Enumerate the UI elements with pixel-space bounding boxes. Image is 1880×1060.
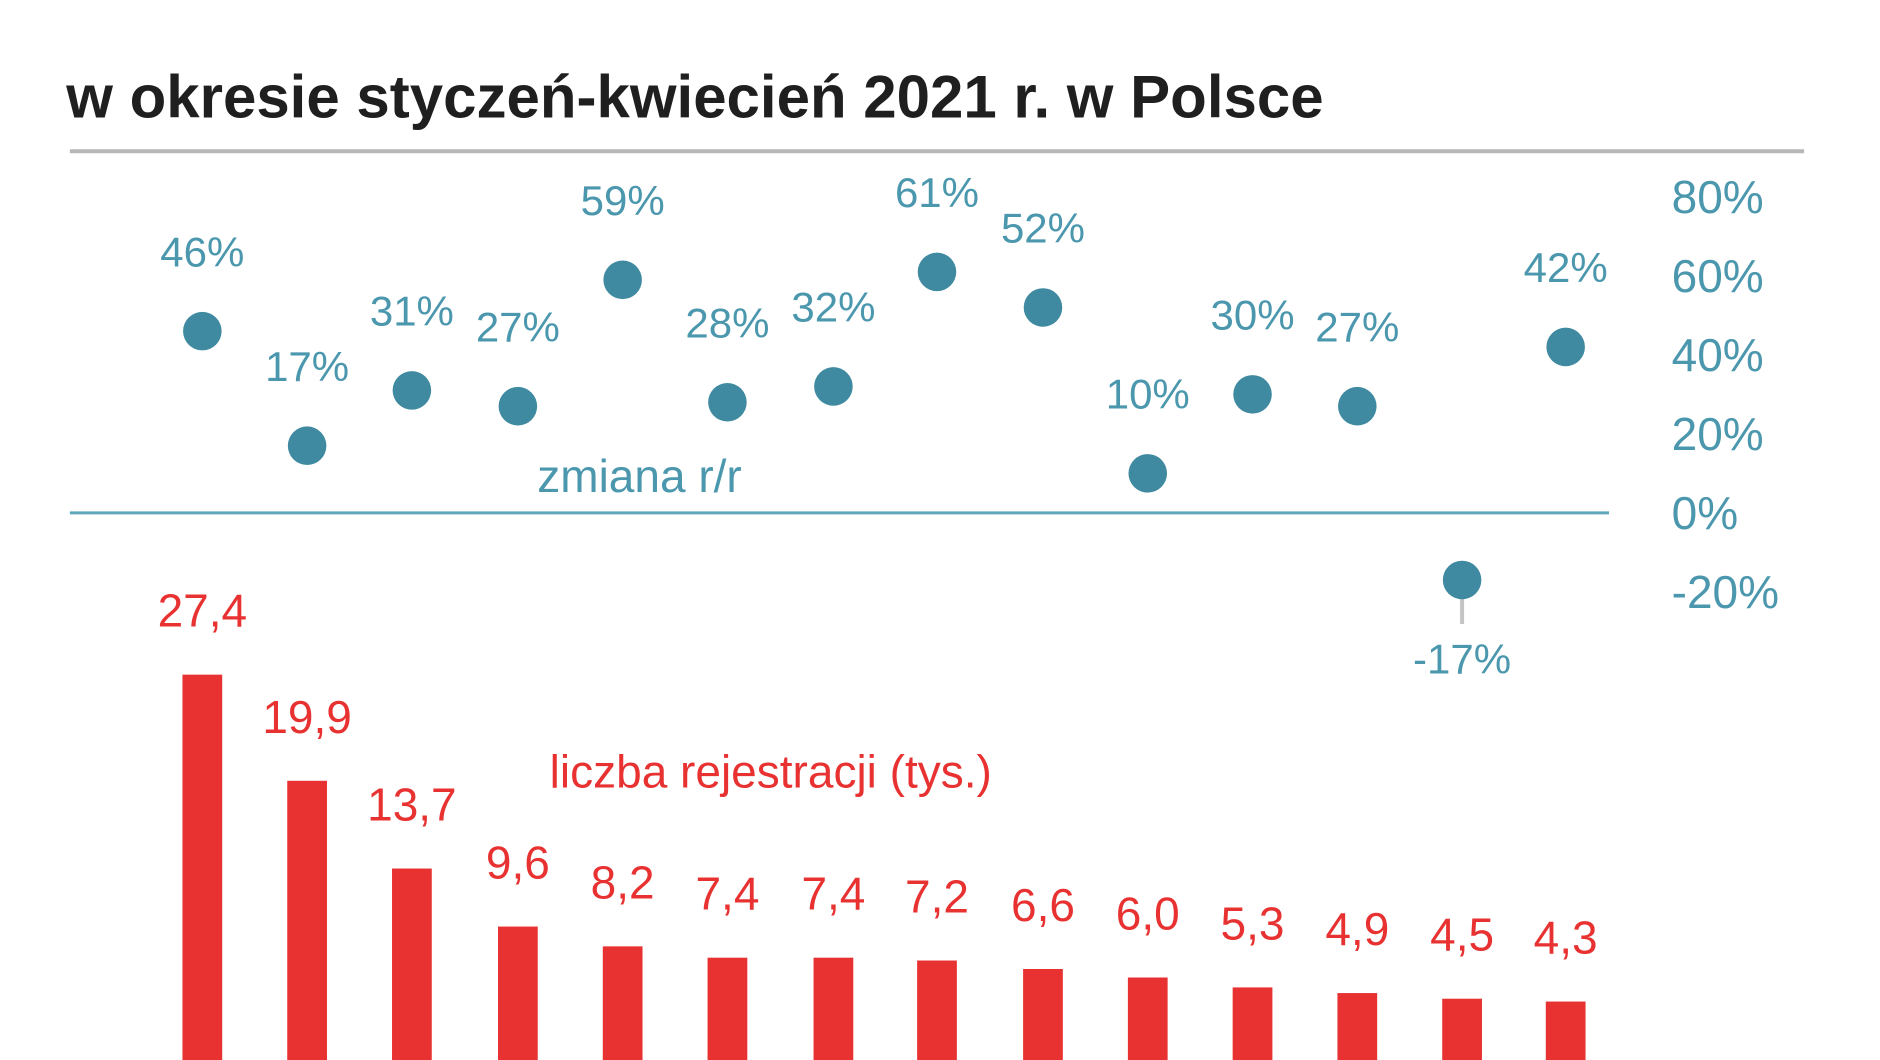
dot-data-label: 17% — [265, 343, 349, 390]
bar-data-label: 27,4 — [158, 585, 248, 637]
dot — [1442, 560, 1482, 600]
secondary-axis-tick-label: -20% — [1672, 566, 1779, 618]
bar-series-label: liczba rejestracji (tys.) — [550, 745, 992, 797]
dot-data-label: 30% — [1210, 292, 1294, 339]
dot — [392, 371, 432, 410]
bar-data-label: 6,6 — [1011, 879, 1075, 931]
bar — [392, 868, 432, 1060]
bar-data-label: 9,6 — [486, 837, 550, 889]
bar — [1545, 1001, 1586, 1060]
bars-group — [182, 674, 1586, 1060]
secondary-axis-tick-label: 60% — [1672, 250, 1764, 302]
dot — [498, 386, 538, 426]
dots-group — [183, 252, 1585, 624]
bar-labels-group: 27,4 19,9 13,7 9,6 8,2 7,4 7,4 7,2 6,6 6,0 5,3 4,9 4… — [158, 585, 1598, 964]
secondary-axis-tick-label: 0% — [1672, 487, 1738, 539]
bar — [707, 957, 748, 1060]
dot — [1233, 375, 1272, 414]
bar-data-label: 7,2 — [905, 870, 969, 922]
legend-labels-group: zmiana r/r liczba rejestracji (tys.) — [537, 450, 992, 797]
dot-data-label: -17% — [1413, 636, 1511, 683]
dot — [603, 260, 642, 300]
bar-data-label: 6,0 — [1116, 887, 1180, 939]
bar-data-label: 13,7 — [367, 779, 457, 831]
dot-data-label: 32% — [791, 284, 875, 331]
bar — [602, 946, 643, 1060]
axis-group: 80% 60% 40% 20% 0% -20% — [69, 171, 1779, 618]
dot — [1546, 327, 1585, 367]
bar-data-label: 4,3 — [1534, 912, 1598, 964]
bar-data-label: 19,9 — [262, 691, 352, 743]
title-group: w okresie styczeń-kwiecień 2021 r. w Pol… — [65, 64, 1323, 131]
bar — [813, 957, 854, 1060]
bar — [1023, 969, 1063, 1060]
dot-data-label: 27% — [476, 303, 560, 350]
dot — [917, 252, 957, 292]
dot-data-label: 31% — [370, 288, 454, 335]
bar-data-label: 5,3 — [1221, 897, 1285, 949]
dot-labels-group: 46% 17% 31% 27% 59% 28% 32% 61% 52% 10% 30% 27% -17%… — [160, 169, 1607, 683]
chart-title: w okresie styczeń-kwiecień 2021 r. w Pol… — [65, 64, 1323, 131]
dot — [1338, 386, 1377, 426]
dot-data-label: 42% — [1524, 244, 1608, 291]
bar-data-label: 7,4 — [801, 868, 865, 920]
dot-series-label: zmiana r/r — [537, 450, 741, 502]
bar-data-label: 8,2 — [591, 856, 655, 908]
bar-data-label: 7,4 — [695, 868, 759, 920]
bar — [287, 780, 327, 1060]
secondary-axis-tick-label: 80% — [1672, 171, 1764, 223]
dot — [814, 367, 853, 406]
dot — [183, 311, 222, 351]
dot-data-label: 10% — [1106, 371, 1190, 418]
dot-data-label: 28% — [685, 299, 769, 346]
bar — [1442, 998, 1482, 1060]
dot — [287, 426, 327, 465]
bar — [917, 960, 957, 1060]
bar — [498, 926, 538, 1060]
dot-data-label: 59% — [581, 177, 665, 224]
secondary-axis-tick-label: 20% — [1672, 408, 1764, 460]
dot-data-label: 61% — [895, 169, 979, 216]
bar-data-label: 4,5 — [1430, 909, 1494, 961]
secondary-axis-tick-label: 40% — [1672, 329, 1764, 381]
bar — [1127, 977, 1168, 1060]
bar — [1232, 987, 1273, 1060]
dot-data-label: 46% — [160, 228, 244, 275]
bar-data-label: 4,9 — [1325, 903, 1389, 955]
dot — [1128, 454, 1168, 493]
dot-data-label: 27% — [1315, 303, 1399, 350]
dot — [708, 382, 747, 422]
bar — [182, 674, 223, 1060]
dot — [1023, 288, 1063, 327]
dot-data-label: 52% — [1001, 205, 1085, 252]
bar — [1337, 993, 1378, 1060]
